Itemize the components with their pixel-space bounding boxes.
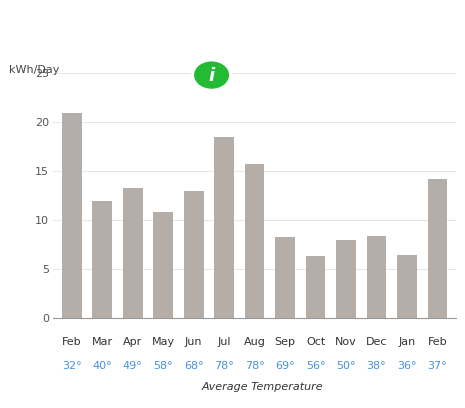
Bar [184,191,204,318]
Text: 49°: 49° [123,361,143,371]
Text: 78°: 78° [245,361,265,371]
Text: Aug: Aug [244,337,266,347]
Text: i: i [208,67,215,85]
Bar [153,211,173,318]
Text: Feb: Feb [62,337,81,347]
Text: Oct: Oct [306,337,325,347]
Text: May: May [152,337,175,347]
Bar [336,240,356,318]
Text: -  Kilowatt Hours (kWh): - Kilowatt Hours (kWh) [249,20,423,34]
Bar [245,164,265,318]
Bar [306,255,325,318]
Text: 78°: 78° [214,361,234,371]
Text: 50°: 50° [336,361,356,371]
Text: kWh/Day: kWh/Day [9,65,60,75]
Text: Nov: Nov [335,337,357,347]
Text: Electric Usage History: Electric Usage History [12,18,246,36]
Bar [275,237,295,318]
Bar [397,255,417,318]
Bar [214,137,234,318]
Text: Average Temperature: Average Temperature [202,381,324,392]
Bar [427,179,447,318]
Text: 32°: 32° [62,361,81,371]
Text: Dec: Dec [366,337,387,347]
Text: 40°: 40° [93,361,112,371]
Text: Sep: Sep [274,337,296,347]
Bar [93,201,112,318]
Text: Jun: Jun [185,337,202,347]
Text: Jan: Jan [399,337,416,347]
Text: 36°: 36° [397,361,417,371]
Text: 56°: 56° [306,361,326,371]
Text: Mar: Mar [92,337,113,347]
Text: 69°: 69° [275,361,295,371]
Text: 68°: 68° [184,361,204,371]
Text: Feb: Feb [428,337,447,347]
Circle shape [193,60,231,91]
Text: Apr: Apr [123,337,142,347]
Bar [366,236,386,318]
Text: Jul: Jul [217,337,231,347]
Text: 37°: 37° [428,361,447,371]
Text: 38°: 38° [367,361,386,371]
Text: 58°: 58° [153,361,173,371]
Bar [62,113,82,318]
Bar [123,188,143,318]
